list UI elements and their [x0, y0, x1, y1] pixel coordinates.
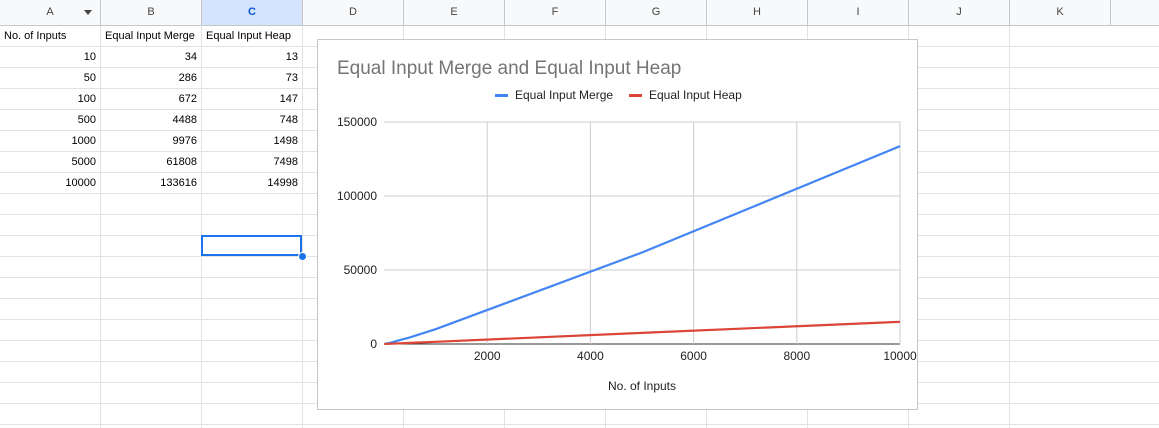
grid-column-line	[1009, 26, 1010, 428]
legend-swatch-2	[629, 94, 642, 97]
chart-plot: 0 50000 100000 150000 2000 4000 6000 8000 10000 N…	[337, 88, 917, 393]
column-header-c[interactable]: C	[202, 0, 303, 25]
x-tick-label: 10000	[883, 349, 917, 363]
series-line-2	[384, 320, 901, 346]
data-cell[interactable]: 61808	[166, 156, 197, 168]
data-cell[interactable]: 672	[178, 93, 197, 105]
grid-column-line	[100, 26, 101, 428]
data-cell[interactable]: 748	[279, 114, 298, 126]
column-header-j[interactable]: J	[909, 0, 1010, 25]
chart-title: Equal Input Merge and Equal Input Heap	[337, 58, 682, 79]
data-cell[interactable]: 1000	[71, 135, 96, 147]
column-header-k[interactable]: K	[1010, 0, 1111, 25]
x-axis-title: No. of Inputs	[608, 379, 676, 393]
data-cell[interactable]: 10000	[65, 177, 96, 189]
data-cell[interactable]: 133616	[160, 177, 197, 189]
header-cell[interactable]: No. of Inputs	[4, 30, 67, 42]
data-cell[interactable]: 286	[178, 72, 197, 84]
selected-cell[interactable]	[201, 235, 302, 256]
column-header-i[interactable]: I	[808, 0, 909, 25]
legend-label-2: Equal Input Heap	[649, 88, 742, 102]
x-tick-label: 4000	[577, 349, 604, 363]
y-tick-label: 100000	[337, 189, 377, 203]
column-header-h[interactable]: H	[707, 0, 808, 25]
grid-column-line	[302, 26, 303, 428]
data-cell[interactable]: 100	[77, 93, 96, 105]
column-header-a[interactable]: A	[0, 0, 101, 25]
column-header-b[interactable]: B	[101, 0, 202, 25]
data-cell[interactable]: 73	[285, 72, 298, 84]
x-tick-label: 8000	[783, 349, 810, 363]
y-tick-label: 150000	[337, 115, 377, 129]
series-line-1	[384, 145, 901, 345]
data-cell[interactable]: 7498	[273, 156, 298, 168]
legend-label-1: Equal Input Merge	[515, 88, 613, 102]
line-chart[interactable]: Equal Input Merge and Equal Input Heap 0…	[317, 39, 918, 410]
data-cell[interactable]: 500	[77, 114, 96, 126]
header-cell[interactable]: Equal Input Heap	[206, 30, 292, 42]
data-cell[interactable]: 1498	[273, 135, 298, 147]
column-header-f[interactable]: F	[505, 0, 606, 25]
y-tick-label: 0	[370, 337, 377, 351]
x-tick-label: 2000	[474, 349, 501, 363]
grid-row-line	[0, 424, 1159, 425]
data-cell[interactable]: 34	[184, 51, 197, 63]
header-cell[interactable]: Equal Input Merge	[105, 30, 195, 42]
y-tick-label: 50000	[344, 263, 378, 277]
column-header-e[interactable]: E	[404, 0, 505, 25]
data-cell[interactable]: 10	[83, 51, 96, 63]
filter-dropdown-icon[interactable]	[84, 10, 92, 15]
x-tick-label: 6000	[680, 349, 707, 363]
data-cell[interactable]: 50	[83, 72, 96, 84]
data-cell[interactable]: 14998	[267, 177, 298, 189]
column-header-d[interactable]: D	[303, 0, 404, 25]
legend-swatch-1	[495, 94, 508, 97]
grid-column-line	[201, 26, 202, 428]
column-header-g[interactable]: G	[606, 0, 707, 25]
data-cell[interactable]: 13	[285, 51, 298, 63]
fill-handle[interactable]	[298, 252, 307, 261]
data-cell[interactable]: 4488	[172, 114, 197, 126]
data-cell[interactable]: 147	[279, 93, 298, 105]
data-cell[interactable]: 9976	[172, 135, 197, 147]
data-cell[interactable]: 5000	[71, 156, 96, 168]
